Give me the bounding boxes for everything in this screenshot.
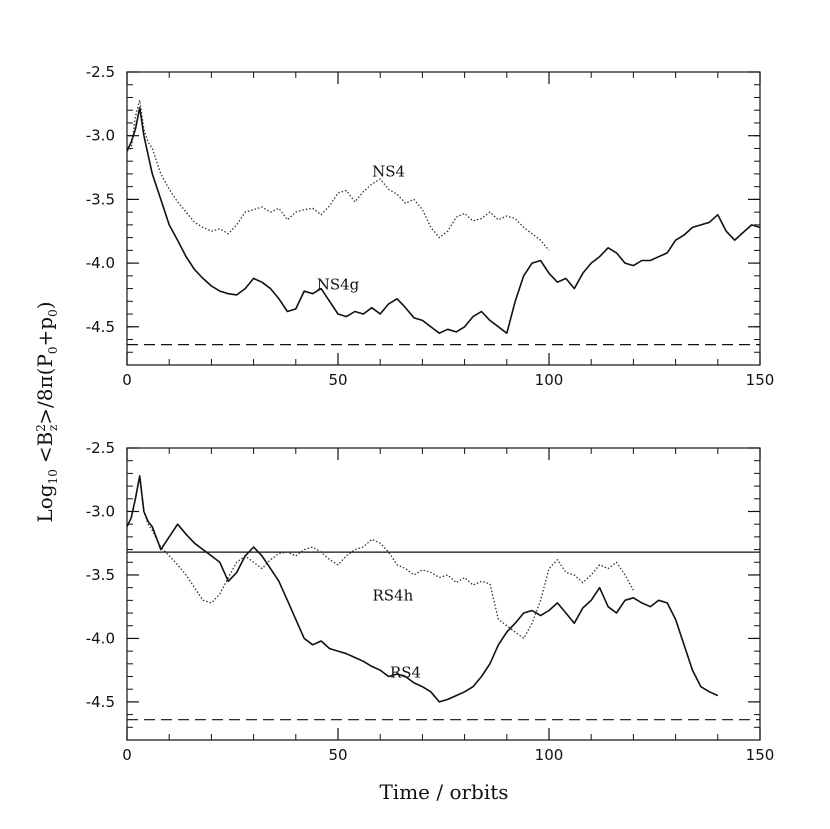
y-tick-label: -4.0 [86, 254, 115, 272]
y-tick-label: -2.5 [86, 63, 115, 81]
y-tick-label: -4.0 [86, 629, 115, 647]
bottom-panel: -2.5 -3.0 -3.5 -4.0 -4.5 0 50 100 150 RS4h RS4 [86, 439, 775, 764]
series-label-rs4h: RS4h [372, 586, 413, 604]
axes-frame [126, 447, 761, 741]
series-label-rs4: RS4 [390, 664, 421, 682]
x-tick-label: 50 [328, 371, 347, 389]
x-tick-label: 100 [535, 371, 564, 389]
y-tick-label: -4.5 [86, 318, 115, 336]
y-tick-label: -3.5 [86, 566, 115, 584]
x-tick-label: 0 [122, 371, 132, 389]
y-tick-label: -4.5 [86, 693, 115, 711]
series-label-ns4g: NS4g [317, 276, 360, 294]
top-panel: -2.5 -3.0 -3.5 -4.0 -4.5 0 50 100 150 NS4 NS4g [86, 63, 775, 389]
y-tick-label: -3.0 [86, 502, 115, 520]
x-tick-label: 100 [535, 746, 564, 764]
x-tick-label: 50 [328, 746, 347, 764]
series-line-rs4h [126, 475, 634, 640]
x-axis-title: Time / orbits [379, 780, 508, 804]
y-tick-label: -3.0 [86, 127, 115, 145]
axes-frame [126, 71, 761, 366]
series-label-ns4: NS4 [372, 162, 405, 180]
y-tick-label: -3.5 [86, 190, 115, 208]
x-tick-label: 0 [122, 746, 132, 764]
series-line-rs4 [126, 475, 719, 703]
series-line-ns4 [126, 99, 550, 251]
y-axis-title: Log10<B2z>/8π(P0+p0) [33, 301, 60, 522]
series-line-ns4g [126, 106, 761, 335]
x-tick-label: 150 [746, 746, 775, 764]
y-tick-label: -2.5 [86, 439, 115, 457]
x-tick-label: 150 [746, 371, 775, 389]
